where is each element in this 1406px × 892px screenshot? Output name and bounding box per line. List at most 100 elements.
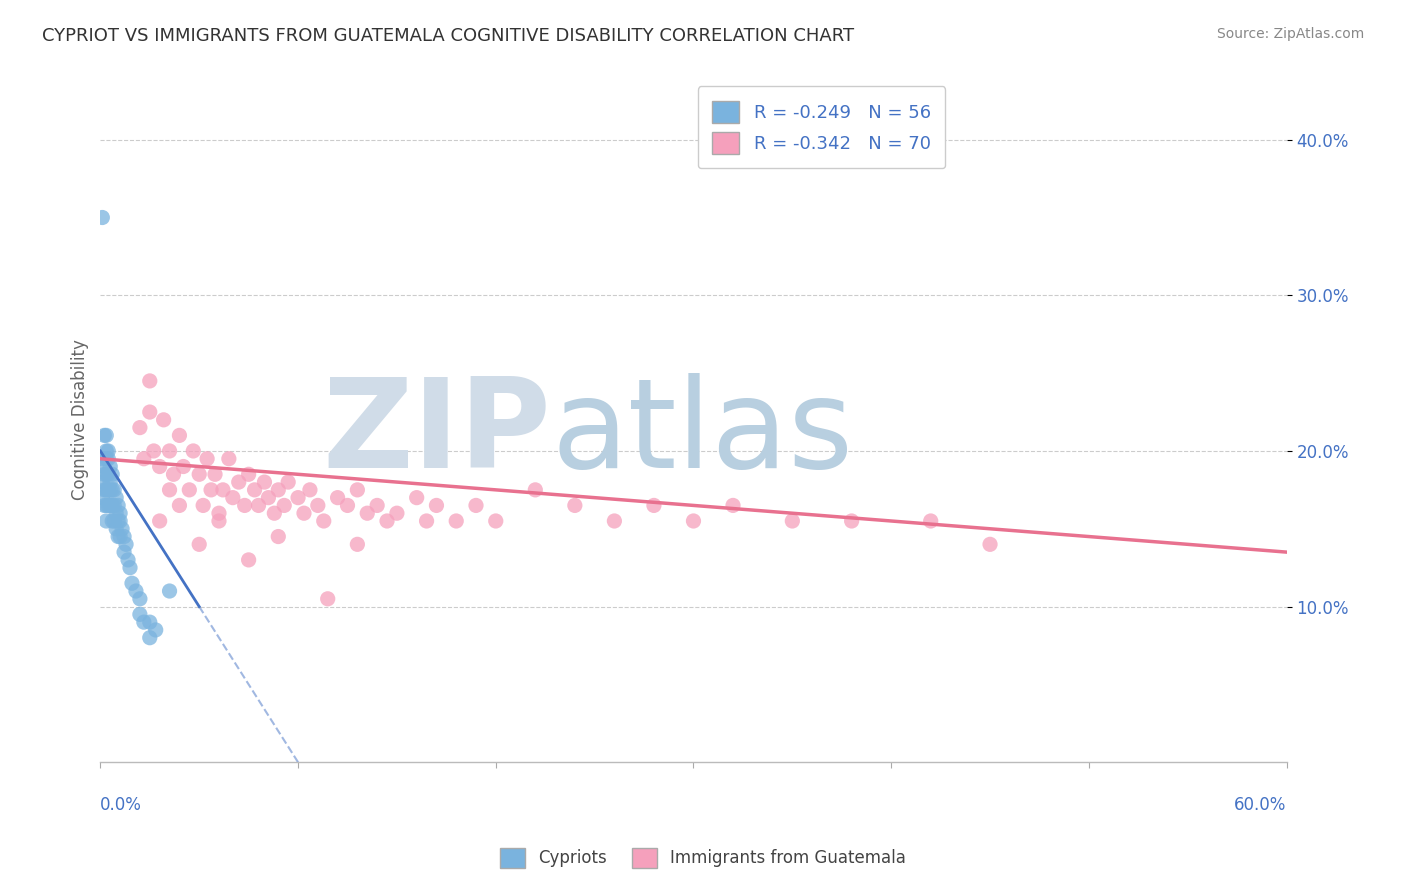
Point bbox=[326, 491, 349, 505]
Point bbox=[152, 413, 174, 427]
Point bbox=[172, 459, 194, 474]
Point bbox=[91, 475, 114, 489]
Point bbox=[267, 483, 290, 497]
Point bbox=[159, 483, 181, 497]
Point bbox=[103, 483, 125, 497]
Text: 60.0%: 60.0% bbox=[1234, 797, 1286, 814]
Point bbox=[107, 514, 129, 528]
Point bbox=[243, 483, 266, 497]
Point bbox=[316, 591, 339, 606]
Point bbox=[103, 514, 125, 528]
Point bbox=[139, 631, 162, 645]
Point bbox=[307, 499, 329, 513]
Point bbox=[105, 522, 128, 536]
Point bbox=[107, 499, 129, 513]
Point bbox=[222, 491, 245, 505]
Point bbox=[208, 514, 231, 528]
Point bbox=[128, 420, 150, 434]
Point bbox=[212, 483, 235, 497]
Point bbox=[93, 459, 115, 474]
Point bbox=[93, 499, 115, 513]
Legend: Cypriots, Immigrants from Guatemala: Cypriots, Immigrants from Guatemala bbox=[494, 841, 912, 875]
Point bbox=[603, 514, 626, 528]
Point bbox=[204, 467, 226, 482]
Point bbox=[405, 491, 427, 505]
Point bbox=[263, 506, 285, 520]
Point bbox=[101, 499, 124, 513]
Point bbox=[115, 537, 138, 551]
Point bbox=[247, 499, 270, 513]
Point bbox=[101, 467, 124, 482]
Point bbox=[920, 514, 942, 528]
Point bbox=[91, 491, 114, 505]
Point bbox=[238, 553, 260, 567]
Point bbox=[682, 514, 704, 528]
Point bbox=[118, 560, 141, 574]
Point bbox=[96, 467, 118, 482]
Point bbox=[121, 576, 143, 591]
Point bbox=[841, 514, 863, 528]
Point bbox=[132, 451, 155, 466]
Point bbox=[91, 451, 114, 466]
Point bbox=[195, 451, 218, 466]
Point bbox=[643, 499, 665, 513]
Point bbox=[96, 499, 118, 513]
Point bbox=[97, 451, 120, 466]
Point bbox=[128, 607, 150, 622]
Point bbox=[238, 467, 260, 482]
Point bbox=[366, 499, 388, 513]
Point bbox=[312, 514, 335, 528]
Point bbox=[97, 467, 120, 482]
Point bbox=[97, 483, 120, 497]
Point bbox=[108, 514, 131, 528]
Point bbox=[142, 444, 165, 458]
Point bbox=[125, 584, 148, 599]
Point bbox=[107, 530, 129, 544]
Point bbox=[287, 491, 309, 505]
Point bbox=[91, 211, 114, 225]
Point bbox=[444, 514, 467, 528]
Point bbox=[101, 483, 124, 497]
Point bbox=[98, 459, 121, 474]
Point bbox=[93, 467, 115, 482]
Point bbox=[564, 499, 586, 513]
Point bbox=[346, 537, 368, 551]
Point bbox=[169, 428, 191, 442]
Point bbox=[257, 491, 280, 505]
Point bbox=[105, 506, 128, 520]
Point bbox=[159, 584, 181, 599]
Point bbox=[139, 405, 162, 419]
Point bbox=[149, 514, 172, 528]
Point bbox=[93, 483, 115, 497]
Point bbox=[298, 483, 321, 497]
Point bbox=[228, 475, 250, 489]
Point bbox=[267, 530, 290, 544]
Point bbox=[98, 499, 121, 513]
Point bbox=[96, 428, 118, 442]
Point bbox=[375, 514, 398, 528]
Point bbox=[97, 444, 120, 458]
Point bbox=[108, 506, 131, 520]
Point bbox=[292, 506, 315, 520]
Point bbox=[336, 499, 359, 513]
Point bbox=[233, 499, 256, 513]
Text: 0.0%: 0.0% bbox=[100, 797, 142, 814]
Text: Source: ZipAtlas.com: Source: ZipAtlas.com bbox=[1216, 27, 1364, 41]
Text: ZIP: ZIP bbox=[322, 373, 551, 494]
Point bbox=[101, 514, 124, 528]
Point bbox=[465, 499, 488, 513]
Point bbox=[108, 530, 131, 544]
Point bbox=[179, 483, 201, 497]
Text: CYPRIOT VS IMMIGRANTS FROM GUATEMALA COGNITIVE DISABILITY CORRELATION CHART: CYPRIOT VS IMMIGRANTS FROM GUATEMALA COG… bbox=[42, 27, 855, 45]
Point bbox=[132, 615, 155, 629]
Point bbox=[524, 483, 547, 497]
Point bbox=[415, 514, 437, 528]
Point bbox=[356, 506, 378, 520]
Point bbox=[112, 530, 135, 544]
Point bbox=[96, 483, 118, 497]
Point bbox=[721, 499, 744, 513]
Point bbox=[253, 475, 276, 489]
Point bbox=[346, 483, 368, 497]
Point bbox=[188, 467, 211, 482]
Point bbox=[782, 514, 804, 528]
